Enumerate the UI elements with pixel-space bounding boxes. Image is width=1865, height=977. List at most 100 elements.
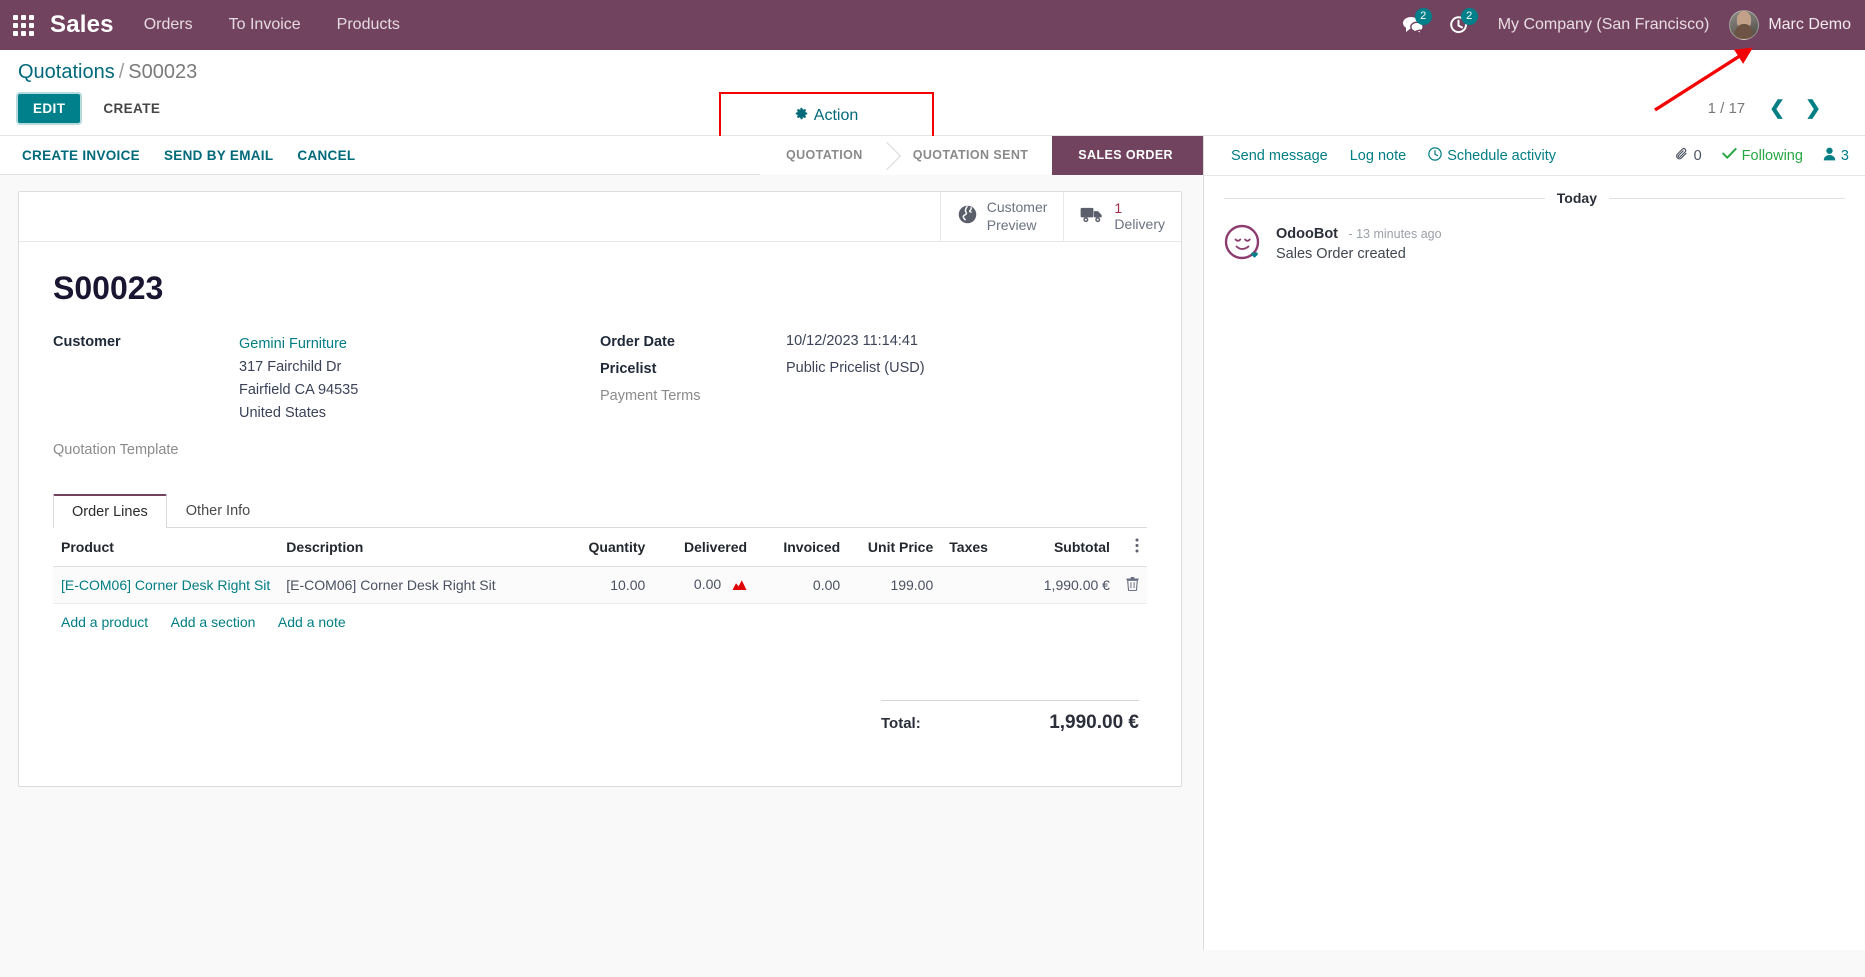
- customer-country: United States: [239, 405, 327, 421]
- paperclip-icon: [1675, 147, 1689, 165]
- create-button[interactable]: CREATE: [90, 94, 173, 123]
- stage-label: QUOTATION: [785, 148, 863, 162]
- send-by-email-button[interactable]: SEND BY EMAIL: [152, 141, 285, 170]
- column-subtotal[interactable]: Subtotal: [1018, 528, 1118, 567]
- cell-unit-price[interactable]: 199.00: [848, 566, 942, 604]
- customer-preview-label: Customer Preview: [987, 199, 1048, 235]
- menu-item-products[interactable]: Products: [336, 16, 400, 33]
- schedule-activity-button[interactable]: Schedule activity: [1417, 146, 1567, 165]
- tab-order-lines[interactable]: Order Lines: [53, 494, 167, 528]
- company-switcher[interactable]: My Company (San Francisco): [1497, 16, 1710, 33]
- cell-taxes[interactable]: [941, 566, 1019, 604]
- followers-counter[interactable]: 3: [1823, 147, 1849, 165]
- cell-description[interactable]: [E-COM06] Corner Desk Right Sit: [278, 566, 558, 604]
- control-panel: Quotations / S00023 EDIT CREATE Action 1 /…: [0, 50, 1865, 140]
- sheet-scroll: Customer Preview: [0, 175, 1203, 950]
- action-button[interactable]: Action: [795, 107, 858, 125]
- record-pager: 1 / 17 ❮ ❯: [1708, 99, 1847, 118]
- table-header-row: Product Description Quantity Delivered I…: [53, 528, 1147, 567]
- messages-icon[interactable]: 2: [1390, 0, 1436, 50]
- send-message-button[interactable]: Send message: [1220, 148, 1339, 164]
- status-flow: QUOTATION QUOTATION SENT SALES ORDER: [759, 135, 1203, 175]
- add-a-section-link[interactable]: Add a section: [170, 614, 256, 630]
- sheet-body: S00023 Customer Gemini Furniture 317 Fai…: [19, 242, 1181, 744]
- stage-label: SALES ORDER: [1078, 148, 1173, 162]
- stage-quotation[interactable]: QUOTATION: [759, 135, 887, 175]
- field-value-order-date[interactable]: 10/12/2023 11:14:41: [786, 333, 918, 349]
- activities-clock-icon[interactable]: 2: [1436, 0, 1482, 50]
- field-value-pricelist[interactable]: Public Pricelist (USD): [786, 360, 925, 376]
- stage-sales-order[interactable]: SALES ORDER: [1052, 135, 1203, 175]
- column-quantity[interactable]: Quantity: [557, 528, 654, 567]
- attachment-count: 0: [1693, 147, 1702, 164]
- create-invoice-button[interactable]: CREATE INVOICE: [10, 141, 152, 170]
- add-line-links: Add a product Add a section Add a note: [53, 604, 1147, 642]
- customer-preview-stat-button[interactable]: Customer Preview: [939, 192, 1064, 241]
- column-delivered[interactable]: Delivered: [653, 528, 756, 567]
- total-label: Total:: [881, 715, 921, 732]
- cell-quantity[interactable]: 10.00: [557, 566, 654, 604]
- followers-count: 3: [1840, 147, 1849, 164]
- list-item: OdooBot - 13 minutes ago Sales Order cre…: [1224, 218, 1845, 276]
- message-body: OdooBot - 13 minutes ago Sales Order cre…: [1276, 224, 1442, 262]
- form-columns: Customer Gemini Furniture 317 Fairchild …: [53, 333, 1147, 468]
- apps-grid-icon[interactable]: [0, 0, 46, 50]
- add-a-product-link[interactable]: Add a product: [61, 614, 149, 630]
- cell-product[interactable]: [E-COM06] Corner Desk Right Sit: [53, 566, 279, 604]
- chevron-right-icon[interactable]: ❯: [1797, 99, 1829, 118]
- log-note-button[interactable]: Log note: [1339, 148, 1417, 164]
- attachments-counter[interactable]: 0: [1675, 147, 1702, 165]
- notebook: Order Lines Other Info Product Descripti…: [53, 494, 1147, 734]
- messages-badge: 2: [1414, 8, 1432, 25]
- avatar[interactable]: [1729, 10, 1760, 40]
- column-unit-price[interactable]: Unit Price: [848, 528, 942, 567]
- column-description[interactable]: Description: [278, 528, 558, 567]
- trash-icon[interactable]: [1117, 566, 1147, 604]
- customer-city: Fairfield CA 94535: [239, 382, 359, 398]
- column-product[interactable]: Product: [53, 528, 279, 567]
- stat-line-1: Customer: [986, 198, 1048, 215]
- edit-button[interactable]: EDIT: [18, 94, 81, 123]
- navbar-right: 2 2 My Company (San Francisco) Marc Demo: [1390, 0, 1865, 50]
- app-brand-sales[interactable]: Sales: [50, 11, 114, 38]
- add-a-note-link[interactable]: Add a note: [277, 614, 346, 630]
- main-menu: Orders To Invoice Products: [126, 0, 418, 50]
- customer-name[interactable]: Gemini Furniture: [239, 336, 347, 352]
- action-button-label: Action: [813, 107, 859, 124]
- field-label-pricelist: Pricelist: [600, 361, 657, 377]
- menu-item-to-invoice[interactable]: To Invoice: [228, 16, 301, 33]
- field-label-payment-terms: Payment Terms: [600, 388, 701, 404]
- user-menu[interactable]: Marc Demo: [1725, 10, 1851, 40]
- field-value-customer[interactable]: Gemini Furniture 317 Fairchild Dr Fairfi…: [239, 333, 358, 425]
- gear-icon: [795, 107, 808, 125]
- column-invoiced[interactable]: Invoiced: [755, 528, 849, 567]
- stage-quotation-sent[interactable]: QUOTATION SENT: [886, 135, 1064, 175]
- cell-invoiced[interactable]: 0.00: [755, 566, 849, 604]
- delivery-warning-icon: [732, 578, 747, 594]
- following-toggle[interactable]: Following: [1721, 147, 1803, 164]
- menu-item-orders[interactable]: Orders: [143, 16, 193, 33]
- stage-label: QUOTATION SENT: [912, 148, 1029, 162]
- order-lines-table: Product Description Quantity Delivered I…: [53, 528, 1147, 604]
- delivery-count: 1: [1114, 199, 1123, 216]
- cancel-button[interactable]: CANCEL: [285, 141, 367, 170]
- field-pricelist: Pricelist Public Pricelist (USD): [600, 360, 1147, 377]
- table-row[interactable]: [E-COM06] Corner Desk Right Sit [E-COM06…: [53, 566, 1147, 604]
- chevron-left-icon[interactable]: ❮: [1761, 99, 1793, 118]
- chatter-topbar: Send message Log note Schedule activity: [1204, 136, 1865, 176]
- cell-delivered[interactable]: 0.00: [653, 566, 756, 604]
- check-icon: [1721, 147, 1737, 164]
- day-separator-label: Today: [1556, 190, 1597, 206]
- column-taxes[interactable]: Taxes: [941, 528, 1019, 567]
- delivered-value: 0.00: [693, 576, 722, 592]
- totals-block: Total: 1,990.00 €: [53, 700, 1147, 734]
- breadcrumb-quotations[interactable]: Quotations: [18, 61, 115, 83]
- main-area: CREATE INVOICE SEND BY EMAIL CANCEL QUOT…: [0, 135, 1865, 950]
- truck-icon: [1080, 205, 1105, 229]
- column-options-icon[interactable]: [1117, 528, 1147, 567]
- following-label: Following: [1741, 147, 1803, 164]
- product-link[interactable]: [E-COM06] Corner Desk Right Sit: [61, 577, 271, 593]
- tab-other-info[interactable]: Other Info: [185, 503, 251, 519]
- delivery-stat-button[interactable]: 1 Delivery: [1063, 192, 1181, 241]
- day-separator: Today: [1224, 190, 1845, 206]
